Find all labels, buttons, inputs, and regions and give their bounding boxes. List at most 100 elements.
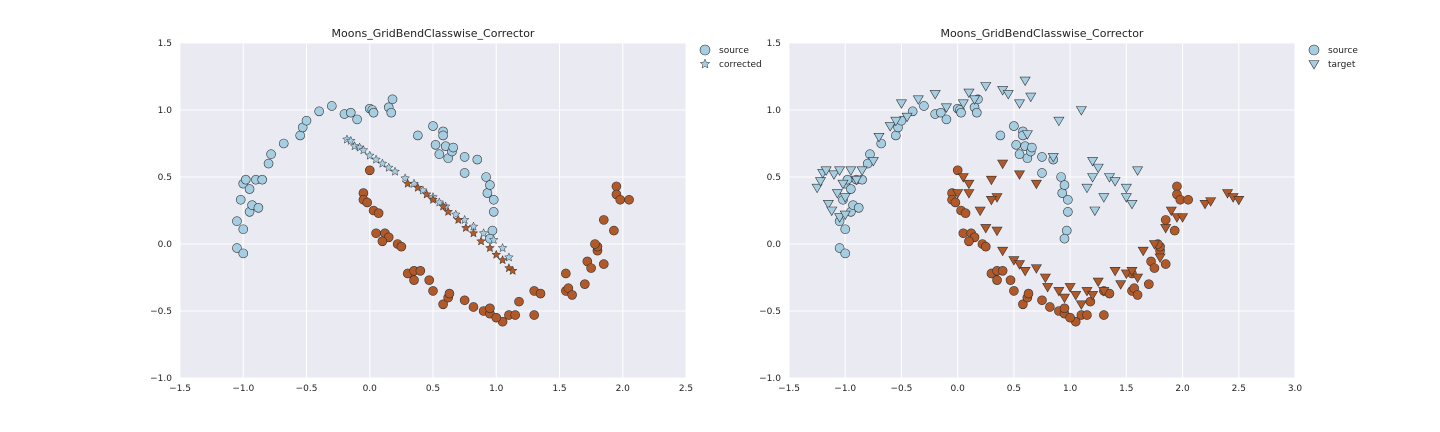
source-point [485, 180, 495, 190]
source-point [1018, 299, 1028, 310]
source-point [257, 174, 268, 185]
target-point [1205, 197, 1217, 207]
source-point [1059, 233, 1070, 244]
target-point [1013, 99, 1026, 109]
source-point [1037, 295, 1047, 306]
source-point [409, 275, 419, 285]
source-point [232, 243, 242, 253]
source-point [345, 107, 356, 118]
target-point [1165, 206, 1177, 217]
source-point [472, 154, 483, 165]
source-point [598, 259, 609, 269]
target-point [963, 179, 975, 190]
source-point [481, 172, 491, 182]
target-point [1025, 92, 1037, 103]
target-point [1115, 280, 1127, 290]
source-point [935, 107, 946, 118]
target-point [828, 170, 840, 180]
source-point [840, 224, 851, 235]
y-tick-label: 0.5 [767, 173, 781, 183]
target-point [985, 175, 997, 186]
target-point [1087, 173, 1099, 183]
target-point [845, 166, 857, 176]
source-point [1065, 312, 1075, 323]
target-point [985, 195, 997, 206]
target-point [952, 189, 964, 199]
x-tick-label: −1.5 [778, 384, 800, 394]
source-point [352, 114, 362, 125]
x-tick-label: 1.0 [489, 384, 504, 394]
corrected-point [434, 197, 445, 207]
series-corrected [342, 134, 518, 275]
source-point [1037, 168, 1047, 178]
target-point [912, 95, 924, 105]
corrected-point [497, 254, 508, 265]
target-point [820, 166, 832, 176]
source-point [971, 107, 982, 118]
corrected-point [460, 222, 471, 233]
source-point [1059, 303, 1070, 314]
target-point [1137, 246, 1149, 257]
source-point [459, 168, 470, 178]
target-point [839, 210, 851, 221]
target-point [929, 90, 941, 100]
source-point [579, 279, 590, 290]
x-tick-label: 2.0 [1175, 384, 1190, 394]
source-point [491, 312, 502, 323]
series-source [232, 94, 634, 327]
target-point [980, 82, 992, 92]
corrected-point [364, 150, 375, 160]
target-point [814, 177, 827, 187]
target-point [856, 166, 868, 176]
y-tick-label: −1.0 [759, 374, 781, 384]
y-tick-label: −0.5 [759, 307, 781, 317]
source-point [1144, 279, 1154, 290]
source-point [891, 130, 901, 141]
source-point [1160, 215, 1171, 225]
source-point [960, 208, 971, 218]
target-point [834, 166, 846, 176]
target-point [1047, 153, 1059, 163]
target-point [1039, 273, 1051, 284]
target-point [1233, 195, 1245, 206]
source-point [278, 138, 289, 149]
target-point [1081, 183, 1093, 194]
source-point [485, 303, 495, 314]
chart-title: Moons_GridBendClasswise_Corrector [332, 27, 535, 40]
legend-label-source: source [1328, 46, 1358, 56]
source-point [448, 142, 459, 153]
target-point [1058, 293, 1071, 304]
source-point [415, 265, 426, 276]
target-point [873, 133, 885, 143]
source-point [615, 194, 626, 205]
source-point [387, 94, 398, 105]
corrected-point [488, 234, 499, 245]
source-point [1183, 194, 1193, 205]
corrected-point [468, 228, 479, 238]
source-point [235, 194, 246, 205]
source-point [529, 310, 540, 320]
source-point [1132, 290, 1143, 300]
corrected-point [478, 228, 489, 238]
x-tick-label: −0.5 [296, 384, 318, 394]
source-point [238, 224, 249, 235]
y-tick-label: 1.0 [158, 106, 173, 116]
source-point [535, 288, 546, 299]
source-point [232, 216, 242, 227]
source-point [1037, 152, 1047, 162]
target-point [1075, 300, 1087, 310]
target-point [963, 88, 975, 99]
source-point [611, 181, 622, 192]
legend-label-target: target [1328, 60, 1356, 70]
source-point [434, 149, 445, 160]
source-point [1082, 310, 1092, 320]
target-point [1098, 193, 1110, 203]
target-point [940, 103, 952, 113]
x-tick-label: 0.0 [951, 384, 966, 394]
source-point [1056, 172, 1066, 182]
target-point [867, 157, 879, 167]
target-point [884, 122, 896, 132]
x-tick-label: −1.0 [834, 384, 856, 394]
target-point [1148, 240, 1160, 250]
source-point [1061, 225, 1072, 236]
